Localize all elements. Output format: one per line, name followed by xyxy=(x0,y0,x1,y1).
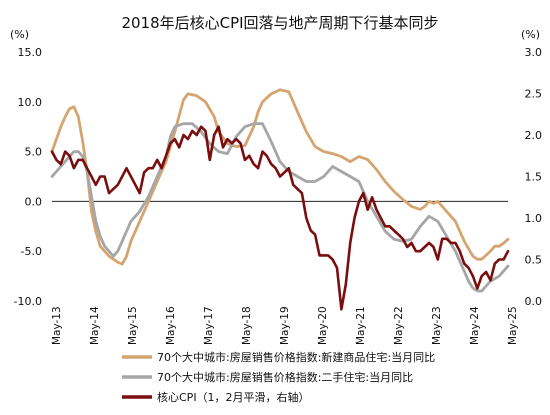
legend: 70个大中城市:房屋销售价格指数:新建商品住宅:当月同比 70个大中城市:房屋销售… xyxy=(122,350,435,404)
x-tick-label: May-13 xyxy=(51,306,63,345)
x-tick-label: May-25 xyxy=(507,306,519,345)
left-tick-label: 5.0 xyxy=(25,146,43,159)
right-tick-label: 3.0 xyxy=(525,46,543,59)
x-axis: May-13 May-14 May-15 May-16 May-17 May-18 May-… xyxy=(51,306,519,345)
right-tick-label: 2.0 xyxy=(525,129,543,142)
x-tick-label: May-15 xyxy=(127,306,139,345)
right-tick-label: 1.0 xyxy=(525,212,543,225)
left-tick-label: 15.0 xyxy=(18,46,43,59)
legend-label-3: 核心CPI（1，2月平滑，右轴） xyxy=(157,390,310,404)
left-tick-label: 0.0 xyxy=(25,195,43,208)
x-tick-label: May-23 xyxy=(431,306,443,345)
x-tick-label: May-24 xyxy=(469,306,481,345)
x-tick-label: May-22 xyxy=(393,306,405,345)
right-tick-label: 0.5 xyxy=(525,254,543,267)
chart-title: 2018年后核心CPI回落与地产周期下行基本同步 xyxy=(121,14,438,32)
x-tick-label: May-18 xyxy=(241,306,253,345)
x-tick-label: May-16 xyxy=(165,306,177,345)
series-line-1 xyxy=(50,88,510,266)
right-tick-label: 1.5 xyxy=(525,171,543,184)
x-tick-label: May-19 xyxy=(279,306,291,345)
right-tick-label: 2.5 xyxy=(525,88,543,101)
right-axis-unit: (%) xyxy=(521,28,540,41)
plot-area xyxy=(50,88,510,311)
left-tick-label: -10.0 xyxy=(14,295,42,308)
right-tick-label: 0.0 xyxy=(525,295,543,308)
left-tick-label: -5.0 xyxy=(21,245,42,258)
left-axis: 15.0 10.0 5.0 0.0 -5.0 -10.0 xyxy=(14,46,42,308)
left-axis-unit: (%) xyxy=(10,28,29,41)
x-tick-label: May-14 xyxy=(89,306,101,345)
x-tick-label: May-20 xyxy=(317,306,329,345)
legend-label-2: 70个大中城市:房屋销售价格指数:二手住宅:当月同比 xyxy=(157,370,413,384)
x-tick-label: May-17 xyxy=(203,306,215,345)
series-line-3 xyxy=(50,125,510,311)
left-tick-label: 10.0 xyxy=(18,96,43,109)
x-tick-label: May-21 xyxy=(355,306,367,345)
right-axis: 3.0 2.5 2.0 1.5 1.0 0.5 0.0 xyxy=(525,46,543,308)
series-line-2 xyxy=(50,122,510,293)
legend-label-1: 70个大中城市:房屋销售价格指数:新建商品住宅:当月同比 xyxy=(157,350,435,364)
